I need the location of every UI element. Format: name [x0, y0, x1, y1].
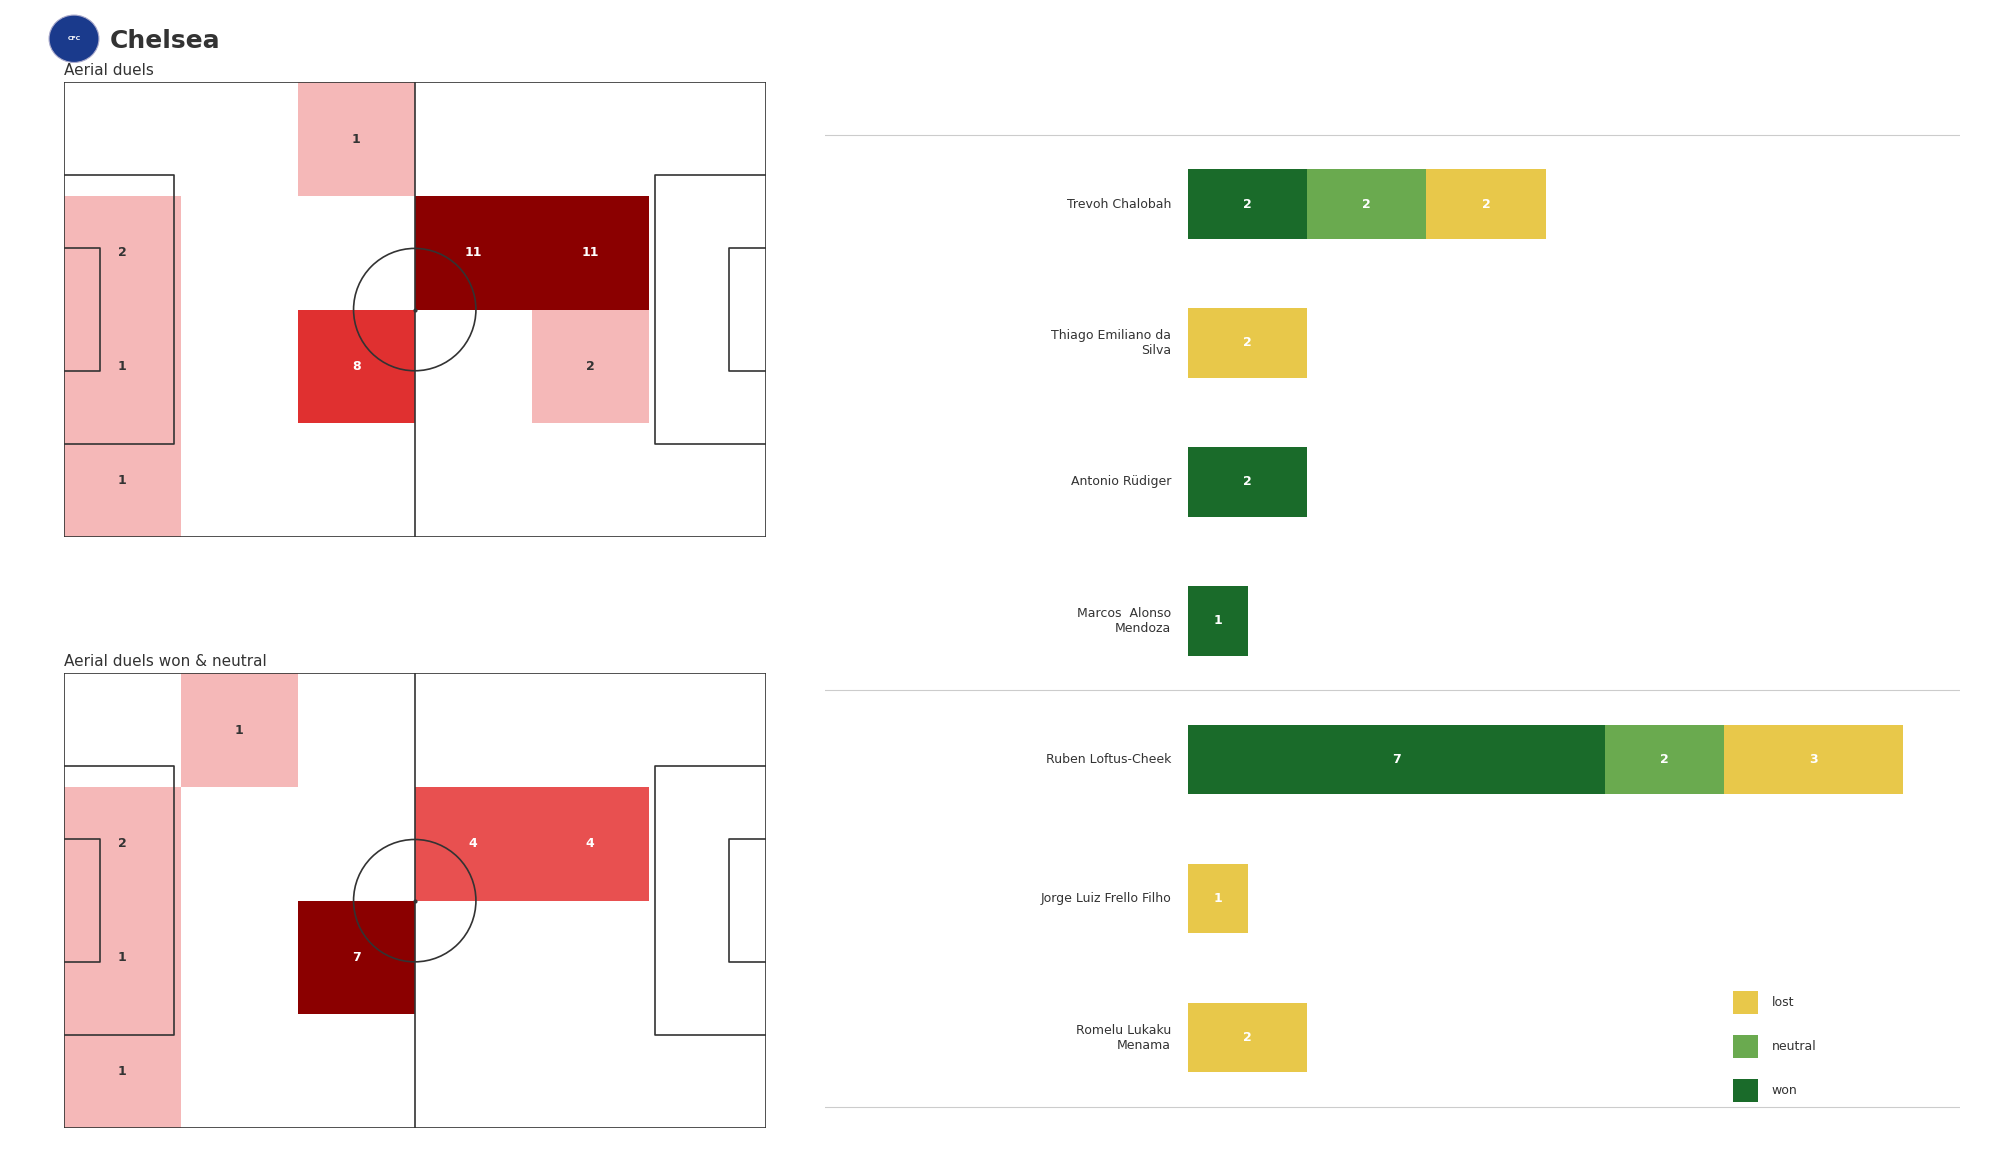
- Text: Antonio Rüdiger: Antonio Rüdiger: [1070, 476, 1172, 489]
- FancyBboxPatch shape: [1188, 1003, 1308, 1073]
- Text: 7: 7: [1392, 753, 1402, 766]
- Text: 2: 2: [1244, 1032, 1252, 1045]
- FancyBboxPatch shape: [1188, 308, 1308, 377]
- FancyBboxPatch shape: [1606, 725, 1724, 794]
- Text: Marcos  Alonso
Mendoza: Marcos Alonso Mendoza: [1076, 606, 1172, 635]
- Text: 4: 4: [586, 838, 594, 851]
- Text: neutral: neutral: [1772, 1040, 1816, 1053]
- Text: Aerial duels: Aerial duels: [64, 63, 154, 79]
- Text: 1: 1: [234, 724, 244, 737]
- Text: Chelsea: Chelsea: [110, 29, 220, 53]
- Text: 2: 2: [1244, 476, 1252, 489]
- Text: CFC: CFC: [68, 36, 80, 41]
- Bar: [532, 196, 648, 309]
- Text: 2: 2: [586, 360, 594, 372]
- Bar: [532, 787, 648, 901]
- FancyBboxPatch shape: [1308, 169, 1426, 239]
- Text: 1: 1: [118, 951, 126, 963]
- Text: Thiago Emiliano da
Silva: Thiago Emiliano da Silva: [1052, 329, 1172, 357]
- FancyBboxPatch shape: [1188, 864, 1248, 933]
- Text: 2: 2: [118, 838, 126, 851]
- Text: Jorge Luiz Frello Filho: Jorge Luiz Frello Filho: [1040, 892, 1172, 905]
- Bar: [180, 673, 298, 787]
- Text: 8: 8: [352, 360, 360, 372]
- Text: 2: 2: [1244, 336, 1252, 349]
- Bar: [64, 309, 180, 423]
- Text: 2: 2: [1362, 197, 1372, 210]
- Bar: [64, 1014, 180, 1128]
- FancyBboxPatch shape: [1188, 169, 1308, 239]
- Circle shape: [50, 15, 98, 62]
- Bar: [298, 309, 414, 423]
- Text: Trevoh Chalobah: Trevoh Chalobah: [1066, 197, 1172, 210]
- Bar: [414, 787, 532, 901]
- Text: lost: lost: [1772, 996, 1794, 1009]
- Text: 1: 1: [118, 474, 126, 486]
- FancyBboxPatch shape: [1188, 586, 1248, 656]
- FancyBboxPatch shape: [1188, 725, 1606, 794]
- Text: 1: 1: [1214, 615, 1222, 627]
- Text: Ruben Loftus-Cheek: Ruben Loftus-Cheek: [1046, 753, 1172, 766]
- Text: won: won: [1772, 1083, 1798, 1096]
- Text: 1: 1: [352, 133, 360, 146]
- Bar: [298, 82, 414, 196]
- Text: Romelu Lukaku
Menama: Romelu Lukaku Menama: [1076, 1023, 1172, 1052]
- FancyBboxPatch shape: [1732, 991, 1758, 1014]
- Bar: [64, 423, 180, 537]
- Text: 1: 1: [118, 360, 126, 372]
- FancyBboxPatch shape: [1188, 448, 1308, 517]
- Text: 11: 11: [464, 247, 482, 260]
- Text: 4: 4: [468, 838, 478, 851]
- Bar: [414, 196, 532, 309]
- Text: 2: 2: [1482, 197, 1490, 210]
- FancyBboxPatch shape: [1732, 1035, 1758, 1058]
- Bar: [532, 309, 648, 423]
- Text: 7: 7: [352, 951, 360, 963]
- Text: 1: 1: [118, 1065, 126, 1077]
- FancyBboxPatch shape: [1732, 1079, 1758, 1102]
- Text: 11: 11: [582, 247, 600, 260]
- Text: 1: 1: [1214, 892, 1222, 905]
- Text: 2: 2: [1244, 197, 1252, 210]
- Text: 3: 3: [1810, 753, 1818, 766]
- FancyBboxPatch shape: [1426, 169, 1546, 239]
- Text: 2: 2: [1660, 753, 1670, 766]
- Bar: [298, 901, 414, 1014]
- Bar: [64, 787, 180, 901]
- Bar: [64, 196, 180, 309]
- FancyBboxPatch shape: [1724, 725, 1904, 794]
- Text: 2: 2: [118, 247, 126, 260]
- Text: Aerial duels won & neutral: Aerial duels won & neutral: [64, 654, 266, 670]
- Bar: [64, 901, 180, 1014]
